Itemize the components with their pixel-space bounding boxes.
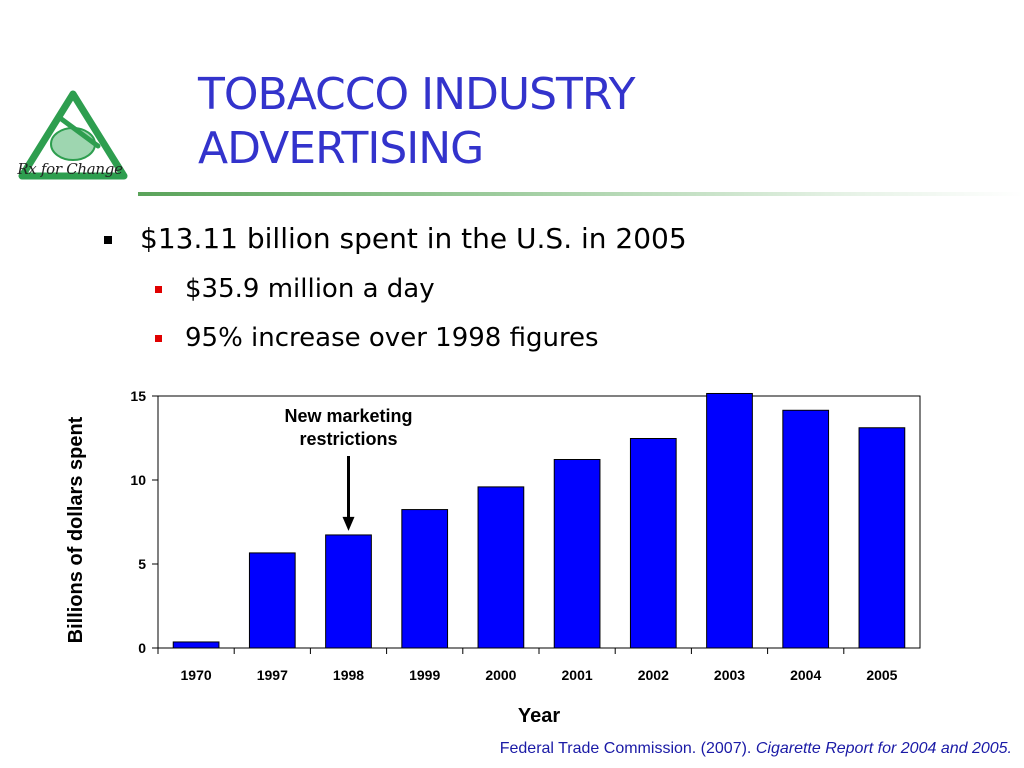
square-bullet-icon xyxy=(104,236,112,244)
x-tick-label: 2000 xyxy=(485,667,516,683)
x-tick-label: 2003 xyxy=(714,667,745,683)
source-plain: Federal Trade Commission. (2007). xyxy=(499,740,756,757)
bar-2000 xyxy=(477,486,525,649)
bullet-item-2: $35.9 million a day xyxy=(155,271,435,307)
title-divider xyxy=(138,192,1024,196)
bullet-item-1: $13.11 billion spent in the U.S. in 2005 xyxy=(104,220,687,258)
bullet-text-1: $13.11 billion spent in the U.S. in 2005 xyxy=(140,222,687,255)
y-axis-label: Billions of dollars spent xyxy=(65,416,87,643)
annotation-text-line: restrictions xyxy=(299,429,397,449)
x-tick-label: 1970 xyxy=(181,667,212,683)
x-tick-label: 2004 xyxy=(790,667,821,683)
bar-2004 xyxy=(782,409,830,649)
title-line-2: ADVERTISING xyxy=(198,123,484,174)
annotation-text-line: New marketing xyxy=(284,406,412,426)
y-tick-label: 10 xyxy=(130,472,146,488)
x-tick-label: 2002 xyxy=(638,667,669,683)
x-tick-label: 2005 xyxy=(866,667,897,683)
square-bullet-icon xyxy=(155,286,162,293)
source-citation: Federal Trade Commission. (2007). Cigare… xyxy=(500,740,1012,758)
bar-2005 xyxy=(858,427,906,649)
logo-caption: Rx for Change xyxy=(17,160,123,178)
x-tick-label: 1998 xyxy=(333,667,364,683)
bar-2001 xyxy=(553,459,601,649)
y-tick-label: 15 xyxy=(130,388,146,404)
bullet-text-2: $35.9 million a day xyxy=(185,274,435,304)
x-axis-label: Year xyxy=(518,705,560,727)
logo-pestle-icon xyxy=(57,115,101,149)
source-italic: Cigarette Report for 2004 and 2005. xyxy=(755,740,1012,757)
logo-mortar-icon xyxy=(50,127,96,161)
y-tick-label: 0 xyxy=(138,640,146,656)
bullet-item-3: 95% increase over 1998 figures xyxy=(155,320,599,356)
x-tick-label: 2001 xyxy=(562,667,593,683)
title-line-1: TOBACCO INDUSTRY xyxy=(198,69,636,120)
bullet-text-3: 95% increase over 1998 figures xyxy=(185,323,599,353)
bar-1999 xyxy=(401,509,449,649)
bar-chart: 0 5 10 15 1970 1997 1998 1999 2000 2001 2002 2003 20… xyxy=(65,388,921,727)
bar-1970 xyxy=(172,641,220,649)
x-tick-label: 1997 xyxy=(257,667,288,683)
bar-2003 xyxy=(706,392,753,649)
slide-title: TOBACCO INDUSTRY ADVERTISING xyxy=(198,68,998,176)
rx-for-change-logo xyxy=(18,90,128,180)
annotation-arrow-icon xyxy=(342,516,355,531)
bar-1998 xyxy=(325,534,372,649)
bar-2002 xyxy=(629,438,677,649)
y-tick-label: 5 xyxy=(138,556,146,572)
logo-triangle-icon xyxy=(18,90,128,180)
square-bullet-icon xyxy=(155,335,162,342)
bar-1997 xyxy=(248,552,296,649)
x-tick-label: 1999 xyxy=(409,667,440,683)
